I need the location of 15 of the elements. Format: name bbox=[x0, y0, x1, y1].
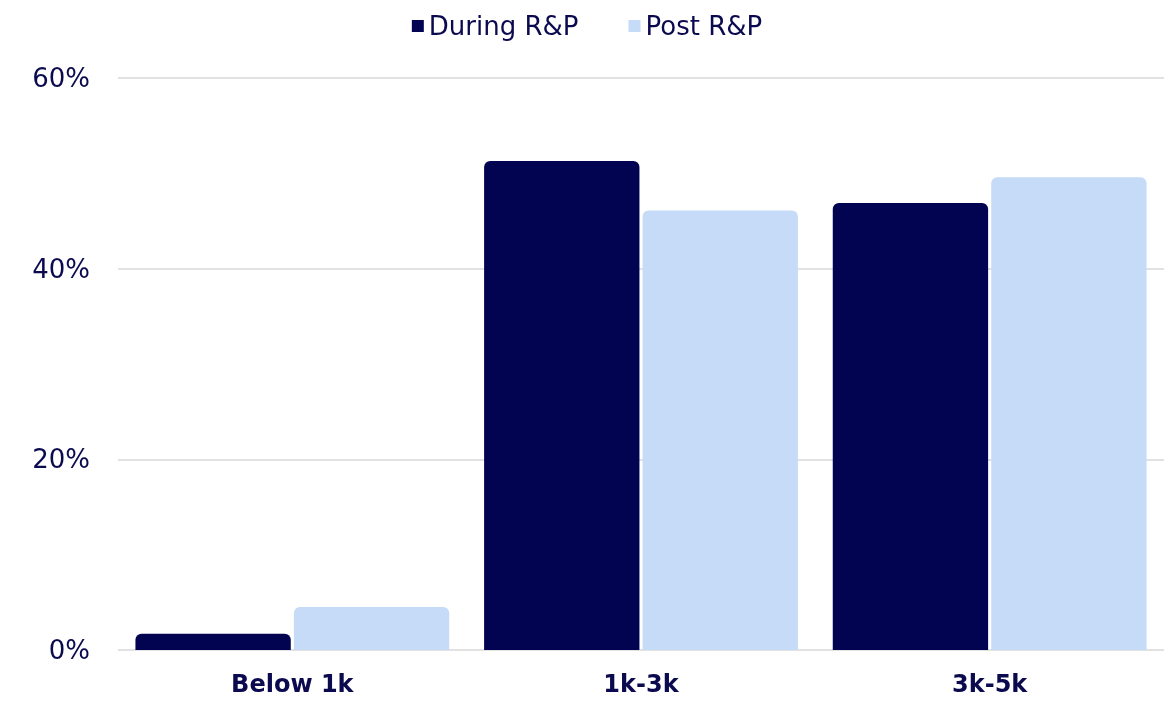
x-tick-label: 3k-5k bbox=[952, 670, 1029, 698]
y-tick-label: 20% bbox=[32, 444, 90, 475]
x-tick-label: Below 1k bbox=[231, 670, 355, 698]
legend-label: Post R&P bbox=[645, 11, 763, 41]
bar bbox=[293, 607, 450, 650]
bar bbox=[484, 160, 640, 650]
bar bbox=[642, 210, 798, 650]
y-tick-label: 60% bbox=[32, 63, 90, 93]
bar bbox=[135, 633, 291, 650]
bar bbox=[991, 177, 1147, 650]
y-tick-label: 40% bbox=[32, 253, 90, 284]
y-tick-label: 0% bbox=[48, 635, 90, 665]
x-tick-label: 1k-3k bbox=[603, 670, 680, 698]
bar bbox=[832, 202, 989, 650]
legend-label: During R&P bbox=[428, 11, 579, 41]
